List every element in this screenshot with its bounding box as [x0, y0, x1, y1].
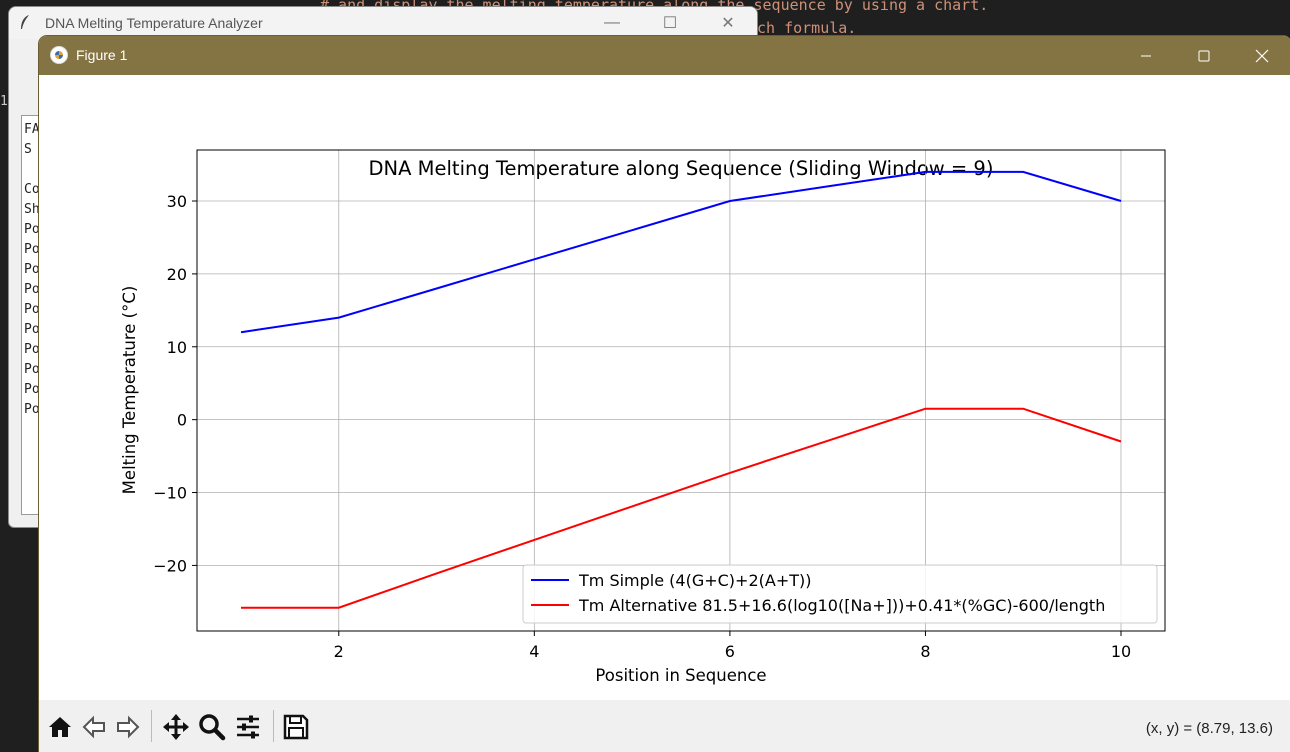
minimize-icon[interactable]: — [604, 14, 620, 31]
configure-subplots-icon[interactable] [233, 712, 263, 742]
navigation-toolbar: (x, y) = (8.79, 13.6) [39, 700, 1290, 752]
feather-icon [19, 14, 39, 33]
close-icon[interactable]: ✕ [721, 15, 735, 32]
y-tick-label: −10 [153, 484, 187, 503]
analyzer-text-line: Sh [24, 202, 40, 217]
legend-label-simple: Tm Simple (4(G+C)+2(A+T)) [578, 571, 811, 590]
forward-icon[interactable] [113, 712, 143, 742]
x-tick-label: 2 [334, 642, 344, 661]
y-tick-label: 10 [167, 338, 187, 357]
x-tick-label: 10 [1111, 642, 1131, 661]
analyzer-text-line: Po [24, 302, 40, 317]
y-tick-label: 20 [167, 265, 187, 284]
analyzer-text-line: Po [24, 262, 40, 277]
toolbar-separator [151, 710, 152, 742]
save-icon[interactable] [281, 712, 311, 742]
series-line-tm-simple [240, 170, 1122, 334]
zoom-icon[interactable] [197, 712, 227, 742]
plot-canvas[interactable]: DNA Melting Temperature along Sequence (… [39, 75, 1290, 700]
analyzer-text-line: Po [24, 382, 40, 397]
minimize-icon[interactable] [1117, 36, 1175, 75]
home-icon[interactable] [45, 712, 75, 742]
axes-frame [196, 149, 1166, 632]
analyzer-text-line: Po [24, 242, 40, 257]
x-tick-label: 8 [920, 642, 930, 661]
ticks: 2 4 6 8 10 −20 −10 0 10 20 30 [153, 192, 1131, 661]
x-tick-label: 4 [529, 642, 539, 661]
line-number: 1 [0, 94, 8, 109]
y-tick-label: 30 [167, 192, 187, 211]
maximize-icon[interactable]: ☐ [662, 15, 678, 32]
figure-title: Figure 1 [76, 47, 128, 63]
analyzer-text-line: Po [24, 282, 40, 297]
x-tick-label: 6 [725, 642, 735, 661]
legend-label-alternative: Tm Alternative 81.5+16.6(log10([Na+]))+0… [578, 596, 1105, 615]
close-icon[interactable] [1233, 36, 1290, 75]
series-line-tm-alternative [241, 407, 1122, 609]
pan-icon[interactable] [161, 712, 191, 742]
analyzer-text-line: Po [24, 342, 40, 357]
analyzer-title: DNA Melting Temperature Analyzer [45, 15, 263, 31]
analyzer-text-line: Po [24, 402, 40, 417]
y-tick-label: 0 [177, 411, 187, 430]
line-chart: DNA Melting Temperature along Sequence (… [120, 149, 1166, 685]
chart-title: DNA Melting Temperature along Sequence (… [369, 157, 994, 180]
code-line-formula: ch formula. [757, 19, 857, 37]
grid [197, 150, 1165, 631]
legend-box [522, 564, 1158, 624]
analyzer-text-line: S [24, 142, 32, 157]
figure-titlebar[interactable]: Figure 1 [39, 36, 1290, 75]
analyzer-text-line: Po [24, 222, 40, 237]
analyzer-text-line: FA [24, 122, 40, 137]
analyzer-text-line: Po [24, 322, 40, 337]
analyzer-titlebar[interactable]: DNA Melting Temperature Analyzer [9, 7, 757, 39]
analyzer-text-line: Co [24, 182, 40, 197]
y-axis-label: Melting Temperature (°C) [120, 286, 139, 495]
back-icon[interactable] [79, 712, 109, 742]
matplotlib-logo-icon [50, 46, 68, 64]
legend: Tm Simple (4(G+C)+2(A+T)) Tm Alternative… [522, 564, 1158, 624]
figure-window[interactable]: Figure 1 DNA Melting Temperature along S… [39, 36, 1290, 752]
x-axis-label: Position in Sequence [595, 666, 766, 685]
maximize-icon[interactable] [1175, 36, 1233, 75]
analyzer-text-line: Po [24, 362, 40, 377]
cursor-coordinates: (x, y) = (8.79, 13.6) [1145, 720, 1273, 737]
toolbar-separator [273, 710, 274, 742]
series-group [240, 170, 1122, 609]
y-tick-label: −20 [153, 556, 187, 575]
